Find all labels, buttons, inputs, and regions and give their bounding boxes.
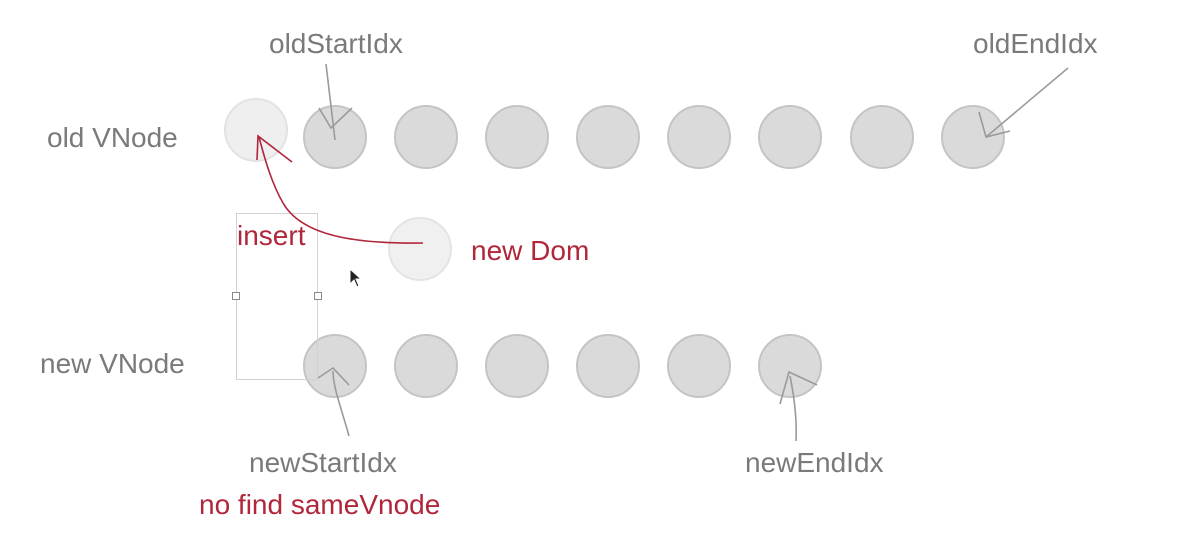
old-vnode-node [485, 105, 549, 169]
old-end-idx-label: oldEndIdx [973, 28, 1098, 59]
new-vnode-node [667, 334, 731, 398]
old-vnode-row-label: old VNode [47, 122, 178, 153]
new-dom-node [388, 217, 452, 281]
new-dom-label: new Dom [471, 235, 590, 266]
new-vnode-row-label: new VNode [40, 348, 185, 379]
old-vnode-node [394, 105, 458, 169]
new-end-pointer-line [789, 375, 798, 442]
no-find-same-vnode-label: no find sameVnode [199, 489, 441, 520]
new-start-pointer-line [332, 370, 350, 437]
old-start-idx-label: oldStartIdx [269, 28, 403, 59]
old-vnode-node [667, 105, 731, 169]
old-vnode-node [941, 105, 1005, 169]
old-vnode-node [850, 105, 914, 169]
old-start-pointer-arrowhead [318, 107, 353, 130]
old-vnode-node [576, 105, 640, 169]
mouse-cursor-icon [349, 268, 363, 288]
new-vnode-node [485, 334, 549, 398]
new-start-pointer-arrowhead [317, 366, 350, 386]
old-vnode-node [758, 105, 822, 169]
new-start-idx-label: newStartIdx [249, 447, 397, 478]
new-end-pointer-arrowhead [779, 370, 818, 405]
insert-arrowhead [256, 134, 293, 163]
new-vnode-node [394, 334, 458, 398]
selection-handle-left[interactable] [232, 292, 240, 300]
old-end-pointer-line [985, 67, 1069, 138]
old-end-pointer-arrowhead [978, 111, 1011, 138]
new-vnode-node [576, 334, 640, 398]
insert-arrow-line [258, 136, 424, 244]
insert-label: insert [237, 220, 306, 251]
old-start-pointer-line [325, 63, 336, 141]
new-end-idx-label: newEndIdx [745, 447, 884, 478]
new-vnode-node [758, 334, 822, 398]
selection-handle-right[interactable] [314, 292, 322, 300]
